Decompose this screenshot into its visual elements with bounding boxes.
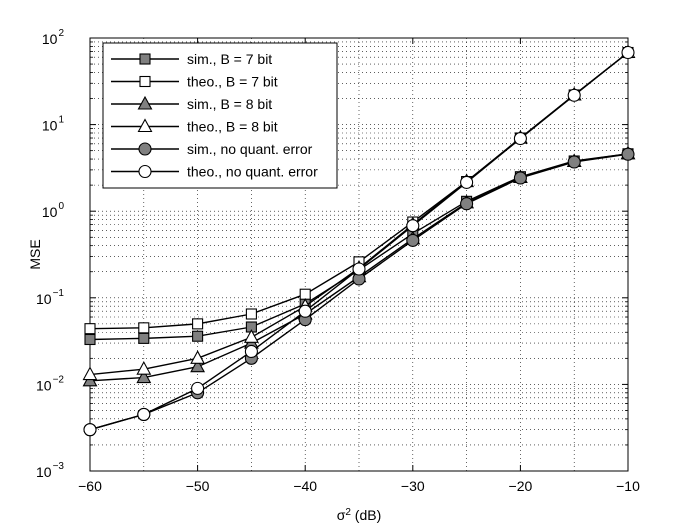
legend-box [102, 42, 338, 189]
legend-label: sim., B = 8 bit [187, 96, 272, 112]
data-point [84, 323, 96, 335]
x-axis-label: σ2 (dB) [337, 507, 382, 524]
legend-item: sim., B = 8 bit [111, 95, 272, 112]
data-point [192, 318, 204, 330]
y-tick-label: 10−2 [36, 374, 64, 393]
data-point [406, 233, 420, 247]
legend-label: sim., B = 7 bit [187, 51, 272, 67]
data-point [136, 360, 152, 375]
data-point [298, 304, 312, 318]
data-point [513, 132, 527, 146]
data-point [567, 155, 581, 169]
data-point [243, 329, 259, 343]
legend-marker [138, 142, 152, 156]
data-point [513, 171, 527, 185]
legend-label: theo., no quant. error [187, 164, 318, 180]
y-tick-label: 100 [42, 201, 65, 220]
legend-item: theo., no quant. error [111, 164, 318, 180]
legend-marker [137, 95, 153, 110]
data-point [406, 219, 420, 233]
series-layer [82, 44, 636, 437]
data-point [621, 45, 635, 60]
data-point [136, 369, 152, 384]
x-axis-label-unit: (dB) [351, 507, 381, 523]
data-point [621, 147, 635, 161]
legend-item: sim., no quant. error [111, 141, 313, 157]
x-tick-label: −20 [509, 478, 533, 494]
data-point [138, 332, 150, 344]
legend-marker [137, 118, 153, 133]
data-point [190, 358, 206, 373]
data-point [460, 197, 474, 211]
data-point [82, 366, 98, 381]
data-point [84, 333, 96, 346]
x-tick-label: −40 [293, 478, 317, 494]
plot-frame [89, 37, 629, 472]
y-axis-label: MSE [27, 239, 43, 269]
legend-marker [139, 75, 151, 88]
x-tick-label: −60 [78, 478, 102, 494]
x-tick-label: −10 [616, 478, 640, 494]
y-tick-label: 10−3 [36, 461, 64, 480]
x-axis-label-base: σ [337, 507, 346, 523]
x-axis-label-sup: 2 [345, 507, 351, 518]
data-point [245, 308, 257, 320]
legend-item: sim., B = 7 bit [111, 51, 272, 67]
data-point [352, 262, 366, 276]
grid [90, 38, 628, 471]
legend-label: sim., no quant. error [187, 141, 313, 157]
data-point [299, 288, 311, 300]
legend-item: theo., B = 8 bit [111, 118, 278, 135]
legend-marker [138, 164, 152, 179]
data-point [460, 175, 474, 189]
legend-label: theo., B = 8 bit [187, 119, 278, 135]
data-point [137, 407, 151, 421]
y-tick-label: 102 [42, 28, 65, 47]
data-point [138, 322, 150, 334]
y-tick-label: 101 [42, 115, 65, 134]
y-tick-label: 10−1 [36, 288, 64, 307]
data-point [192, 330, 204, 342]
data-point [190, 350, 206, 364]
data-point [83, 423, 97, 437]
x-tick-label: −50 [186, 478, 210, 494]
legend-marker [139, 53, 151, 65]
series-6 [83, 45, 635, 437]
legend-item: theo., B = 7 bit [111, 74, 278, 90]
legend-label: theo., B = 7 bit [187, 74, 278, 90]
data-point [567, 88, 581, 102]
legend: sim., B = 7 bit theo., B = 7 bit sim., B =… [102, 42, 338, 189]
data-point [191, 381, 205, 395]
data-point [244, 344, 258, 359]
x-tick-label: −30 [401, 478, 425, 494]
axis-ticks: −60 −50 −40 −30 −20 −10 10−3 10−2 10−1 100 101 102 [36, 28, 640, 494]
